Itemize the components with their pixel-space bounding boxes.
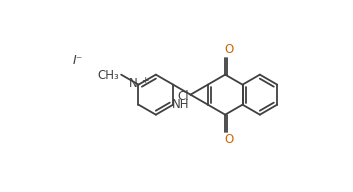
Text: Cl: Cl <box>177 90 189 103</box>
Text: +: + <box>141 76 148 85</box>
Text: O: O <box>225 43 234 56</box>
Text: N: N <box>129 77 138 90</box>
Text: I⁻: I⁻ <box>72 54 83 66</box>
Text: O: O <box>225 133 234 146</box>
Text: CH₃: CH₃ <box>98 69 120 82</box>
Text: NH: NH <box>172 98 189 111</box>
